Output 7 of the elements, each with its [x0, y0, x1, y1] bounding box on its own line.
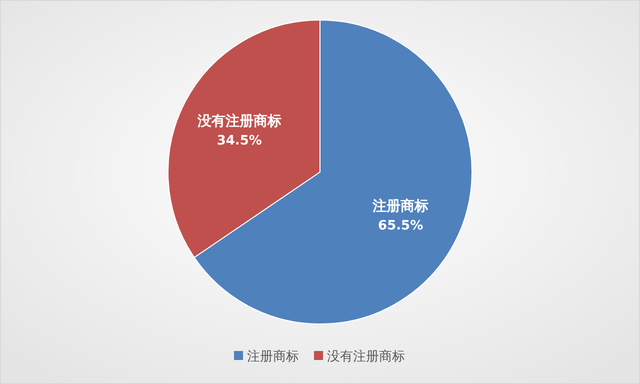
slice-label: 注册商标: [247, 350, 299, 364]
legend-label: 没有注册商标: [327, 350, 405, 364]
slice-label: 没有注册商标: [196, 112, 282, 130]
data-label: 65.5%: [378, 218, 424, 234]
data-label: 34.5%: [216, 133, 262, 148]
legend: 注册商标 没有注册商标: [234, 350, 405, 364]
slice-label: 注册商标: [372, 198, 429, 215]
